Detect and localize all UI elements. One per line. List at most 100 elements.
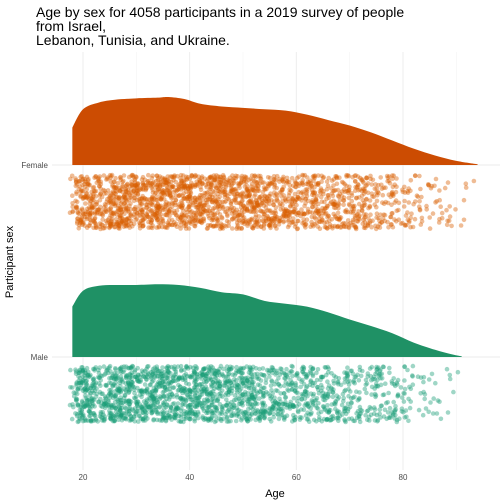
data-point (218, 223, 223, 229)
data-point (186, 226, 192, 231)
data-point (178, 203, 184, 209)
y-tick-label: Female (21, 161, 48, 170)
data-point (336, 194, 342, 199)
data-point (388, 194, 394, 200)
data-point (357, 364, 363, 370)
data-point (254, 407, 260, 413)
data-point (266, 411, 272, 417)
data-point (117, 219, 122, 225)
data-point (257, 366, 262, 372)
data-point (123, 195, 128, 200)
data-point (173, 179, 179, 185)
data-point (303, 225, 308, 230)
data-point (217, 384, 222, 389)
data-point (170, 184, 176, 189)
data-point (253, 219, 258, 224)
data-point (292, 184, 298, 190)
data-point (217, 186, 222, 191)
data-point (426, 409, 432, 415)
data-point (189, 199, 194, 204)
data-point (324, 203, 330, 209)
data-point (283, 208, 288, 214)
data-point (219, 214, 224, 220)
data-point (395, 392, 401, 397)
data-point (463, 185, 469, 190)
data-point (199, 220, 205, 226)
data-point (323, 206, 328, 211)
data-point (310, 372, 315, 377)
data-point (91, 197, 96, 203)
data-point (291, 209, 297, 214)
data-point (305, 210, 310, 216)
data-point (296, 218, 301, 224)
data-point (102, 188, 107, 194)
data-point (179, 184, 185, 189)
data-point (391, 193, 396, 199)
data-point (88, 193, 93, 199)
data-point (190, 202, 196, 208)
data-point (392, 409, 398, 414)
data-point (253, 183, 258, 189)
data-point (79, 398, 85, 404)
data-point (175, 216, 181, 222)
data-point (316, 173, 321, 178)
data-point (177, 193, 182, 198)
data-point (107, 363, 113, 369)
data-point (229, 186, 234, 191)
data-point (174, 187, 180, 193)
data-point (270, 367, 275, 373)
data-point (389, 381, 395, 386)
data-point (135, 181, 141, 186)
data-point (385, 175, 391, 180)
data-point (169, 196, 174, 201)
data-point (291, 209, 296, 215)
data-point (109, 172, 115, 178)
data-point (184, 174, 189, 180)
data-point (364, 196, 369, 202)
data-point (388, 214, 394, 220)
y-tick-label: Male (31, 353, 49, 362)
data-point (378, 175, 384, 180)
data-point (339, 193, 345, 199)
data-point (73, 179, 79, 185)
data-point (297, 181, 303, 186)
data-point (357, 217, 362, 222)
data-point (190, 200, 196, 206)
data-point (353, 224, 359, 230)
data-point (316, 411, 321, 416)
data-point (124, 192, 130, 198)
data-point (342, 189, 348, 195)
data-point (415, 194, 421, 199)
data-point (241, 215, 247, 220)
data-point (351, 209, 356, 214)
data-point (178, 414, 184, 420)
data-point (204, 226, 210, 231)
data-point (335, 379, 341, 385)
data-point (236, 181, 242, 187)
data-point (154, 225, 160, 230)
data-point (330, 202, 336, 207)
data-point (108, 208, 113, 214)
data-point (78, 219, 84, 224)
data-point (166, 210, 171, 215)
data-point (361, 188, 367, 193)
data-point (245, 200, 251, 205)
data-point (157, 189, 163, 194)
data-point (349, 193, 355, 198)
data-point (330, 224, 335, 229)
data-point (233, 418, 239, 424)
data-point (103, 397, 109, 402)
data-point (299, 379, 304, 385)
data-point (255, 188, 260, 193)
data-point (358, 175, 363, 181)
data-point (312, 214, 317, 220)
data-point (129, 182, 134, 187)
data-point (87, 374, 93, 379)
data-point (294, 197, 300, 202)
data-point (352, 213, 358, 219)
data-point (287, 182, 293, 188)
x-tick-label: 80 (399, 473, 408, 482)
data-point (289, 363, 295, 369)
data-point (96, 175, 101, 181)
data-point (239, 226, 244, 231)
